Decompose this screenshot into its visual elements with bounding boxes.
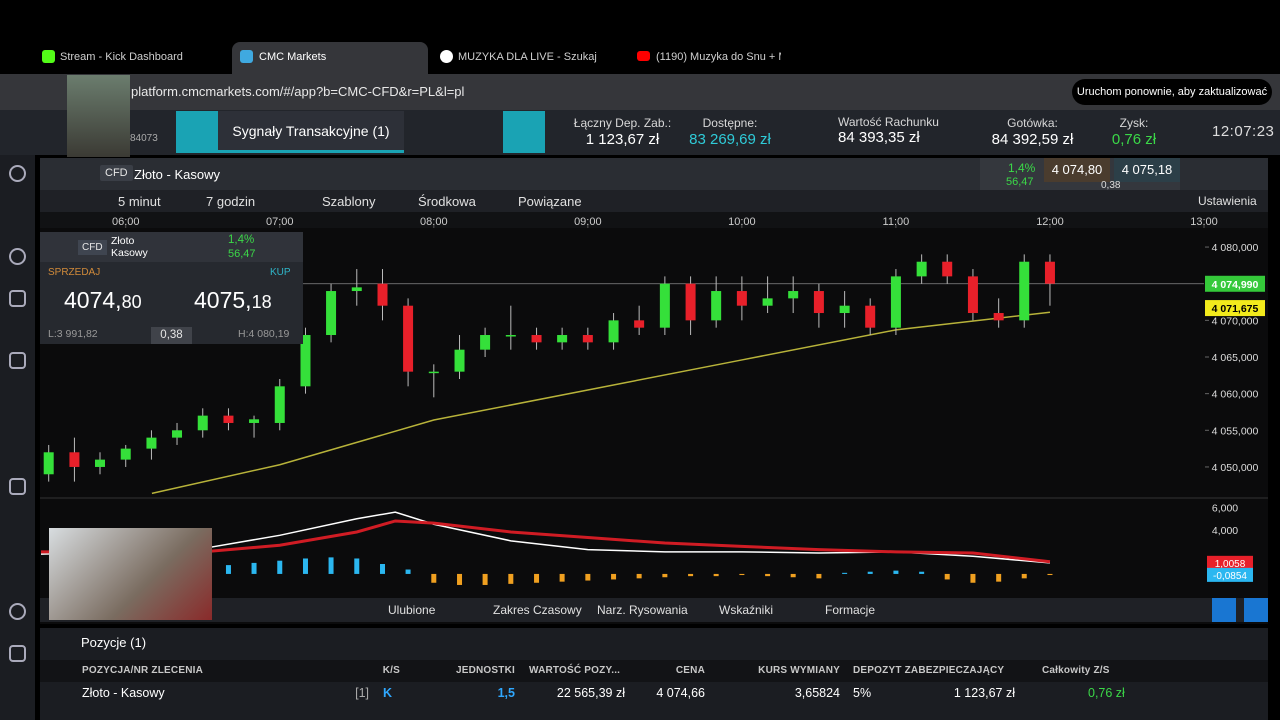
bottom-tool[interactable]: Ulubione xyxy=(388,603,436,617)
webcam xyxy=(49,528,212,620)
price-big: 4075, xyxy=(194,287,252,313)
change: 56,47 xyxy=(1006,176,1034,188)
trade-ticket: CFD Złoto Kasowy 1,4% 56,47 SPRZEDAJ KUP… xyxy=(40,232,303,344)
stat-label: Gotówka: xyxy=(1007,116,1058,130)
cell: 0,76 zł xyxy=(1088,686,1125,700)
stat-label: Dostępne: xyxy=(702,116,758,130)
toolbar-item[interactable]: Środkowa xyxy=(418,194,476,209)
sell-button[interactable]: 4074,80 xyxy=(64,287,142,314)
chart-bottom-bar xyxy=(40,598,1268,622)
favicon xyxy=(42,50,55,63)
search-button[interactable] xyxy=(176,111,218,153)
chart-toolbar xyxy=(40,190,1268,212)
stat-value: 83 269,69 zł xyxy=(689,131,771,148)
tab[interactable]: CMC Markets xyxy=(259,51,327,63)
ticket-change: 56,47 xyxy=(228,248,256,260)
price-big: 4074, xyxy=(64,287,122,313)
stat-label: Wartość Rachunku xyxy=(838,115,939,129)
sidebar-icon[interactable] xyxy=(9,352,26,369)
bottom-tool[interactable]: Zakres Czasowy xyxy=(493,603,582,617)
cell: K xyxy=(383,686,393,700)
cell[interactable]: Złoto - Kasowy xyxy=(82,686,165,700)
price-small: 80 xyxy=(121,292,142,312)
cell: 1 123,67 zł xyxy=(953,686,1015,700)
favicon xyxy=(240,50,253,63)
sidebar xyxy=(0,155,35,720)
column-header: DEPOZYT ZABEZPIECZAJĄCY xyxy=(853,665,1005,676)
ticket-name: Kasowy xyxy=(111,247,148,259)
stat-value: 0,76 zł xyxy=(1111,131,1157,148)
zoom-button[interactable] xyxy=(1212,598,1236,622)
cell: 1,5 xyxy=(497,686,515,700)
high: H:4 080,19 xyxy=(238,328,290,340)
sidebar-icon[interactable] xyxy=(9,478,26,495)
buy-price[interactable]: 4 075,18 xyxy=(1114,158,1180,182)
clock: 12:07:23 xyxy=(1212,123,1275,140)
low: L:3 991,82 xyxy=(48,328,98,340)
buy-button[interactable]: 4075,18 xyxy=(194,287,272,314)
stat-label: Łączny Dep. Zab.: xyxy=(573,116,672,130)
instrument-name: Złoto - Kasowy xyxy=(134,167,220,182)
settings[interactable]: Ustawienia xyxy=(1198,194,1257,208)
cell: 4 074,66 xyxy=(656,686,705,700)
bottom-tool[interactable]: Narz. Rysowania xyxy=(597,603,688,617)
signals-tab[interactable]: Sygnały Transakcyjne (1) xyxy=(218,111,404,153)
column-header: CENA xyxy=(675,665,705,676)
stat-label: Zysk: xyxy=(1119,116,1149,130)
ticket-change-pct: 1,4% xyxy=(228,234,255,246)
column-header: WARTOŚĆ POZY... xyxy=(529,665,621,676)
column-header: POZYCJA/NR ZLECENIA xyxy=(82,665,204,676)
toolbar-item[interactable]: 7 godzin xyxy=(206,194,256,209)
favicon xyxy=(637,51,650,61)
cell: 5% xyxy=(853,686,872,700)
cell: [1] xyxy=(355,686,369,700)
address-row xyxy=(0,74,1280,110)
toolbar-item[interactable]: Powiązane xyxy=(518,194,582,209)
sidebar-icon[interactable] xyxy=(9,290,26,307)
cell: 22 565,39 zł xyxy=(556,686,625,700)
url[interactable]: platform.cmcmarkets.com/#/app?b=CMC-CFD&… xyxy=(131,84,465,99)
account-id: 84073 xyxy=(130,133,158,144)
toolbar-item[interactable]: Szablony xyxy=(322,194,376,209)
change-pct: 1,4% xyxy=(1008,161,1036,175)
ticket-spread: 0,38 xyxy=(151,327,192,344)
wallet-button[interactable] xyxy=(503,111,545,153)
ticket-badge: CFD xyxy=(78,240,107,255)
zoom-button[interactable] xyxy=(1244,598,1268,622)
toolbar-item[interactable]: 5 minut xyxy=(118,194,161,209)
sell-label: SPRZEDAJ xyxy=(48,267,101,278)
sidebar-icon[interactable] xyxy=(9,645,26,662)
favicon xyxy=(440,50,453,63)
cell: 3,65824 xyxy=(794,686,840,700)
active-tab xyxy=(232,42,428,74)
sidebar-icon[interactable] xyxy=(9,165,26,182)
stat-value: 84 392,59 zł xyxy=(991,131,1074,148)
tab[interactable]: (1190) Muzyka do Snu + M xyxy=(656,51,781,63)
column-header: JEDNOSTKI xyxy=(455,665,515,676)
price-small: 18 xyxy=(251,292,272,312)
sell-price[interactable]: 4 074,80 xyxy=(1044,158,1110,182)
tab[interactable]: MUZYKA DLA LIVE - Szukaj w G xyxy=(458,51,598,63)
column-header: Całkowity Z/S xyxy=(1042,665,1110,676)
column-header: KURS WYMIANY xyxy=(758,665,840,676)
spread: 0,38 xyxy=(1101,180,1121,191)
buy-label: KUP xyxy=(270,267,291,278)
stat-value: 1 123,67 zł xyxy=(585,131,660,148)
column-header: K/S xyxy=(382,665,400,676)
stat-value: 84 393,35 zł xyxy=(838,129,920,146)
update-button[interactable]: Uruchom ponownie, aby zaktualizować xyxy=(1072,79,1272,105)
bottom-tool[interactable]: Wskaźniki xyxy=(719,603,774,617)
ticket-name: Złoto xyxy=(111,235,135,247)
tab[interactable]: Stream - Kick Dashboard xyxy=(60,51,183,63)
bottom-tool[interactable]: Formacje xyxy=(825,603,876,617)
webcam xyxy=(67,75,130,157)
sidebar-icon[interactable] xyxy=(9,603,26,620)
sidebar-icon[interactable] xyxy=(9,248,26,265)
instrument-badge: CFD xyxy=(100,165,133,181)
columns-bar xyxy=(40,660,1268,682)
positions-title: Pozycje (1) xyxy=(81,635,147,650)
chart-panel xyxy=(40,158,1268,624)
